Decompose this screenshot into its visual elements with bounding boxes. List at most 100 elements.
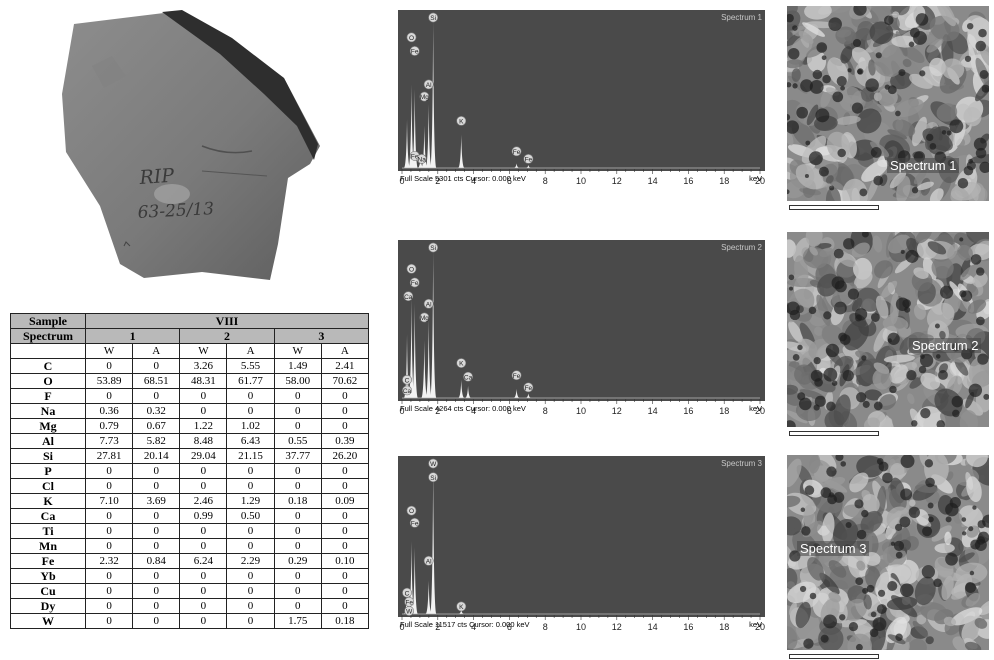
axis-tick-label: 4 xyxy=(471,406,476,415)
svg-text:Fe: Fe xyxy=(411,280,419,287)
element-label: K xyxy=(456,358,467,368)
value-cell: 0.55 xyxy=(273,433,322,449)
value-cell: 0 xyxy=(84,388,134,404)
value-cell: 0 xyxy=(84,358,134,374)
value-cell: 0 xyxy=(273,403,322,419)
table-row: W 0 0 0 0 1.75 0.18 xyxy=(10,613,370,629)
spectrum-peak xyxy=(408,84,415,168)
value-cell: 21.15 xyxy=(226,448,275,464)
element-label: C xyxy=(402,374,412,385)
svg-text:Si: Si xyxy=(430,475,436,482)
element-label: Fe xyxy=(404,596,415,607)
axis-tick-label: 4 xyxy=(471,622,476,631)
axis-tick-label: 2 xyxy=(435,176,440,185)
element-label: Si xyxy=(428,242,439,253)
value-cell: 0 xyxy=(84,598,134,614)
element-cell: Si xyxy=(10,448,86,464)
svg-text:Fe: Fe xyxy=(525,156,533,163)
value-cell: 0 xyxy=(226,583,275,599)
value-cell: 58.00 xyxy=(273,373,322,389)
element-label: Al xyxy=(423,555,434,566)
spectrum-plot-3 xyxy=(398,456,765,617)
element-label: K xyxy=(456,601,467,612)
value-cell: 0 xyxy=(226,403,275,419)
value-cell: 0 xyxy=(84,568,134,584)
value-cell: 0.36 xyxy=(84,403,134,419)
value-cell: 0 xyxy=(273,598,322,614)
element-cell: W xyxy=(10,613,86,629)
spectrum-peak xyxy=(525,164,532,168)
svg-text:Fe: Fe xyxy=(513,149,521,156)
element-cell: O xyxy=(10,373,86,389)
element-label: Fe xyxy=(523,382,534,393)
axis-tick-label: 10 xyxy=(576,176,586,185)
axis-tick-label: 18 xyxy=(719,176,729,185)
value-cell: 0 xyxy=(132,583,181,599)
element-label: K xyxy=(456,115,467,126)
value-cell: 6.43 xyxy=(226,433,275,449)
sub-column-header: W xyxy=(179,343,228,359)
spectrum-panel-2: 0 2 4 6 8 10 12 14 16 18 20 O Fe Ca C Ca Al Mg Si K Ca Fe Fe S… xyxy=(398,240,765,415)
value-cell: 0 xyxy=(320,388,370,404)
table-row: Ti 0 0 0 0 0 0 xyxy=(10,523,370,539)
value-cell: 6.24 xyxy=(179,553,228,569)
table-row: C 0 0 3.26 5.55 1.49 2.41 xyxy=(10,358,370,374)
spectrum-peak xyxy=(513,388,520,398)
value-cell: 0.99 xyxy=(179,508,228,524)
svg-text:Fe: Fe xyxy=(405,599,413,606)
value-cell: 0 xyxy=(179,598,228,614)
axis-tick-label: 8 xyxy=(543,406,548,415)
spectrum-peak xyxy=(425,580,432,614)
value-cell: 8.48 xyxy=(179,433,228,449)
value-cell: 2.46 xyxy=(179,493,228,509)
value-cell: 0.84 xyxy=(132,553,181,569)
axis-tick-label: 10 xyxy=(576,622,586,631)
spectrum-peak xyxy=(411,547,418,614)
element-cell: K xyxy=(10,493,86,509)
axis-tick-label: 6 xyxy=(507,176,512,185)
spectrum-peak xyxy=(464,385,472,398)
element-cell: Cu xyxy=(10,583,86,599)
value-cell: 0 xyxy=(84,583,134,599)
table-row: O 53.89 68.51 48.31 61.77 58.00 70.62 xyxy=(10,373,370,389)
svg-text:Fe: Fe xyxy=(411,153,419,160)
sample-value: VIII xyxy=(85,313,369,329)
value-cell: 1.02 xyxy=(226,418,275,434)
svg-text:Mg: Mg xyxy=(420,315,429,322)
value-cell: 0 xyxy=(273,583,322,599)
spectrum-peak xyxy=(411,303,418,398)
axis-tick-label: 2 xyxy=(435,406,440,415)
svg-text:Ca: Ca xyxy=(404,294,413,301)
value-cell: 0 xyxy=(132,463,181,479)
element-label: O xyxy=(406,505,417,516)
rock-sample-photo: RIP 63-25/13 xyxy=(62,10,320,280)
value-cell: 0 xyxy=(226,538,275,554)
value-cell: 2.29 xyxy=(226,553,275,569)
spectrum-unit-1: keV xyxy=(749,174,762,183)
element-label: W xyxy=(404,606,415,616)
table-spectrum-row: Spectrum 1 2 3 xyxy=(10,328,370,344)
sub-column-header: A xyxy=(132,343,181,359)
value-cell: 0 xyxy=(320,568,370,584)
svg-text:Al: Al xyxy=(426,301,432,308)
axis-tick-label: 12 xyxy=(612,176,622,185)
value-cell: 1.49 xyxy=(273,358,322,374)
axis-tick-label: 0 xyxy=(399,406,404,415)
spectrum-chart-3: 0 2 4 6 8 10 12 14 16 18 20 W Si O Fe Al K C Fe W xyxy=(399,458,765,631)
value-cell: 0 xyxy=(84,538,134,554)
table-row: Fe 2.32 0.84 6.24 2.29 0.29 0.10 xyxy=(10,553,370,569)
value-cell: 0 xyxy=(320,478,370,494)
svg-text:O: O xyxy=(409,266,414,273)
spectrum-peak xyxy=(421,340,428,398)
sub-column-header: A xyxy=(320,343,370,359)
value-cell: 0.67 xyxy=(132,418,181,434)
value-cell: 3.69 xyxy=(132,493,181,509)
spectrum-peak xyxy=(429,466,437,614)
element-cell: Na xyxy=(10,403,86,419)
axis-tick-label: 18 xyxy=(719,406,729,415)
axis-tick-label: 4 xyxy=(471,176,476,185)
axis-tick-label: 14 xyxy=(648,176,658,185)
